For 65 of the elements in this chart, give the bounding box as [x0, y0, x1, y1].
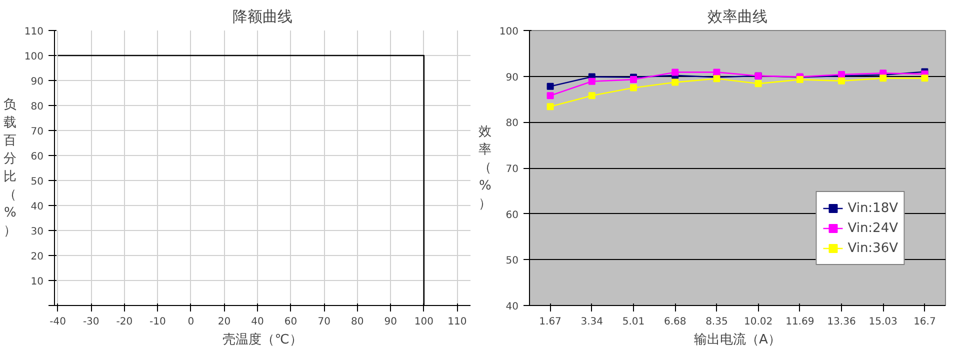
y-tick-label: 90 — [30, 76, 44, 88]
y-tick-label: 70 — [30, 126, 44, 138]
y-tick-label: 100 — [499, 26, 519, 38]
point — [796, 76, 804, 84]
y-tick-label: 90 — [506, 72, 519, 84]
x-tick-label: 6.68 — [664, 316, 686, 328]
x-tick-label: -20 — [116, 316, 133, 328]
x-tick-label: 11.69 — [786, 316, 814, 328]
x-tick-label: 110 — [448, 316, 467, 328]
y-axis-title: 负载百分比（%） — [3, 98, 16, 238]
point — [546, 82, 554, 90]
point — [630, 84, 637, 92]
y-tick-label: 110 — [24, 26, 44, 38]
point — [672, 68, 679, 76]
y-tick-label: 30 — [30, 226, 44, 238]
y-tick-label: 80 — [506, 118, 519, 130]
chart-title: 降额曲线 — [232, 8, 292, 26]
legend-label: Vin:36V — [848, 240, 898, 256]
y-tick-label: 40 — [506, 302, 519, 312]
y-tick-label: 80 — [30, 102, 44, 112]
x-tick-label: 8.35 — [706, 316, 728, 328]
point — [713, 68, 720, 76]
x-tick-label: 15.03 — [868, 316, 898, 328]
y-tick-label: 10 — [30, 276, 44, 288]
point — [880, 74, 887, 82]
x-tick-label: 1.67 — [539, 316, 562, 328]
x-axis-title: 壳温度（℃） — [222, 332, 302, 348]
x-tick-label: -40 — [50, 316, 66, 328]
point — [630, 76, 637, 84]
x-tick-label: 60 — [284, 316, 298, 328]
point — [921, 74, 928, 82]
x-tick-label: -10 — [150, 316, 166, 328]
x-tick-label: 100 — [414, 316, 434, 328]
x-tick-label: 3.34 — [580, 316, 604, 328]
y-tick-label: 60 — [506, 210, 519, 221]
point — [754, 80, 762, 88]
y-tick-label: 50 — [506, 256, 519, 267]
x-tick-label: 90 — [384, 316, 397, 328]
y-tick-label: 70 — [506, 164, 519, 175]
legend-label: Vin:24V — [848, 220, 898, 236]
chart-title: 效率曲线 — [708, 8, 768, 26]
point — [546, 103, 554, 110]
x-tick-label: 80 — [350, 316, 364, 328]
x-tick-label: 20 — [218, 316, 231, 328]
point — [838, 77, 845, 84]
y-tick-label: 100 — [24, 52, 44, 62]
x-axis-title: 输出电流（A） — [694, 332, 781, 348]
point — [588, 78, 596, 85]
x-tick-label: 16.7 — [914, 316, 936, 328]
x-tick-label: 10.02 — [744, 316, 773, 328]
x-tick-label: 0 — [188, 316, 194, 328]
legend-label: Vin:18V — [848, 200, 898, 216]
point — [588, 92, 596, 100]
y-tick-label: 60 — [30, 152, 44, 162]
y-tick-label: 40 — [30, 202, 44, 212]
x-tick-label: 5.01 — [622, 316, 645, 328]
x-tick-label: 13.36 — [827, 316, 856, 328]
x-tick-label: 40 — [251, 316, 264, 328]
x-tick-label: 70 — [318, 316, 330, 328]
y-tick-label: 20 — [30, 252, 44, 262]
y-axis-title: 效率（%） — [478, 124, 492, 212]
x-tick-label: -30 — [82, 316, 100, 328]
point — [672, 78, 679, 86]
point — [546, 92, 554, 100]
y-tick-label: 50 — [30, 176, 44, 188]
